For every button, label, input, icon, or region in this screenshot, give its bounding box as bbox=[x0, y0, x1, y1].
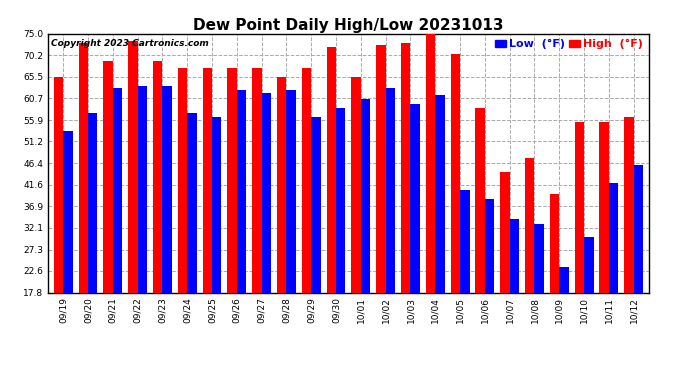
Bar bbox=[435, 95, 444, 292]
Bar bbox=[475, 108, 485, 292]
Bar bbox=[361, 99, 371, 292]
Bar bbox=[112, 88, 122, 292]
Bar bbox=[411, 104, 420, 292]
Bar bbox=[311, 117, 321, 292]
Bar bbox=[633, 165, 643, 292]
Bar bbox=[54, 77, 63, 292]
Bar bbox=[187, 113, 197, 292]
Bar bbox=[376, 45, 386, 292]
Bar bbox=[212, 117, 221, 292]
Bar bbox=[277, 77, 286, 292]
Bar bbox=[560, 267, 569, 292]
Bar bbox=[253, 68, 262, 292]
Bar bbox=[426, 34, 435, 292]
Bar bbox=[104, 61, 112, 292]
Bar bbox=[550, 194, 560, 292]
Bar bbox=[162, 86, 172, 292]
Bar bbox=[153, 61, 162, 292]
Bar bbox=[500, 172, 510, 292]
Bar bbox=[485, 199, 494, 292]
Bar bbox=[386, 88, 395, 292]
Bar bbox=[262, 93, 271, 292]
Bar bbox=[128, 40, 137, 292]
Bar bbox=[624, 117, 633, 292]
Bar bbox=[336, 108, 346, 292]
Bar bbox=[609, 183, 618, 292]
Bar bbox=[178, 68, 187, 292]
Bar bbox=[600, 122, 609, 292]
Legend: Low  (°F), High  (°F): Low (°F), High (°F) bbox=[495, 39, 643, 50]
Bar bbox=[525, 158, 535, 292]
Bar bbox=[203, 68, 212, 292]
Bar bbox=[401, 43, 411, 292]
Bar bbox=[286, 90, 296, 292]
Bar bbox=[584, 237, 593, 292]
Bar bbox=[88, 113, 97, 292]
Bar bbox=[228, 68, 237, 292]
Bar bbox=[326, 47, 336, 292]
Bar bbox=[575, 122, 584, 292]
Bar bbox=[302, 68, 311, 292]
Title: Dew Point Daily High/Low 20231013: Dew Point Daily High/Low 20231013 bbox=[193, 18, 504, 33]
Bar bbox=[63, 131, 72, 292]
Bar bbox=[510, 219, 519, 292]
Bar bbox=[237, 90, 246, 292]
Bar bbox=[79, 43, 88, 292]
Bar bbox=[137, 86, 147, 292]
Bar bbox=[351, 77, 361, 292]
Bar bbox=[451, 54, 460, 292]
Bar bbox=[535, 224, 544, 292]
Bar bbox=[460, 190, 469, 292]
Text: Copyright 2023 Cartronics.com: Copyright 2023 Cartronics.com bbox=[51, 39, 209, 48]
